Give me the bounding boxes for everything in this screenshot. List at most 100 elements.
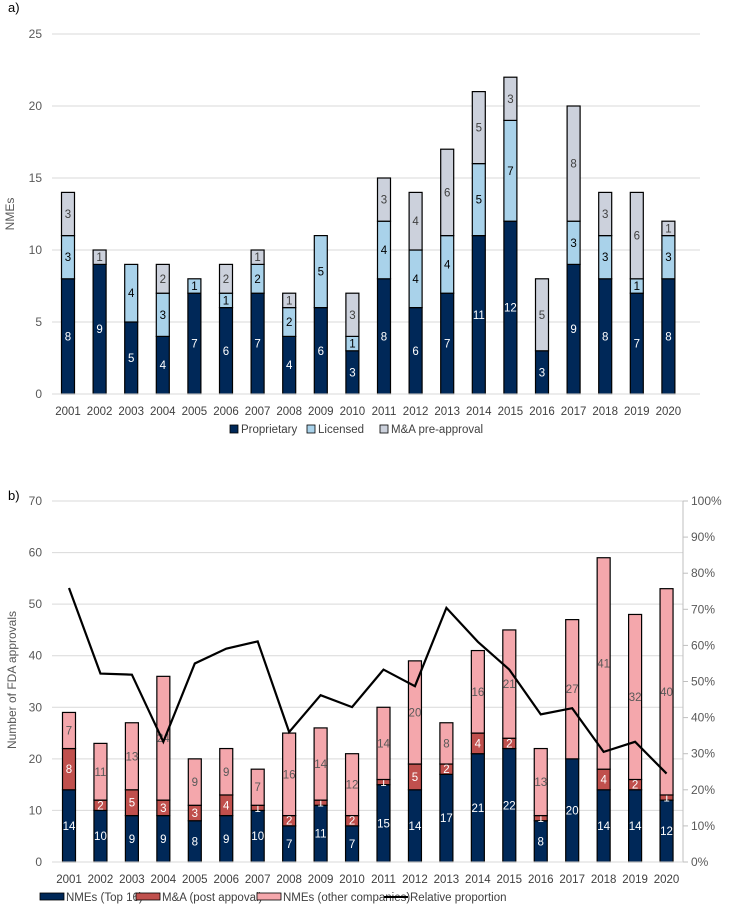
x-tick-label: 2017 (559, 874, 585, 886)
legend-label: M&A pre-approval (391, 424, 483, 436)
data-label: 2 (286, 816, 292, 828)
x-tick-label: 2008 (276, 406, 302, 418)
data-label: 3 (602, 252, 608, 264)
data-label: 9 (570, 324, 576, 336)
data-label: 13 (126, 751, 139, 763)
data-label: 5 (412, 772, 418, 784)
bar-segment (156, 675, 171, 801)
data-label: 8 (192, 836, 198, 848)
y-tick-label: 40 (29, 649, 43, 663)
chart-panel-b: b) 0 10 20 30 40 50 60 70 Number of FDA approvals… (5, 488, 722, 904)
data-label: 1 (663, 793, 669, 805)
data-label: 2 (223, 274, 229, 286)
data-label: 1 (538, 813, 544, 825)
y-tick-label: 30 (29, 700, 43, 714)
bar-segment (659, 588, 674, 796)
data-label: 8 (381, 331, 387, 343)
y-tick-label: 25 (29, 27, 43, 41)
right-tick-label: 70% (691, 602, 715, 616)
data-label: 20 (409, 707, 422, 719)
data-label: 3 (665, 252, 671, 264)
legend-label: Proprietary (241, 424, 297, 436)
data-label: 8 (538, 836, 544, 848)
data-label: 7 (254, 339, 260, 351)
y-tick-label: 60 (29, 546, 43, 560)
relative-proportion-line (67, 587, 668, 775)
x-tick-label: 2019 (624, 406, 650, 418)
data-label: 8 (65, 331, 71, 343)
data-label: 5 (129, 798, 135, 810)
x-tick-label: 2013 (434, 874, 460, 886)
data-label: 7 (444, 339, 450, 351)
data-label: 13 (534, 777, 547, 789)
x-tick-label: 2006 (213, 874, 239, 886)
data-label: 27 (566, 684, 579, 696)
x-tick-label: 2001 (55, 406, 81, 418)
bar-segment (439, 722, 454, 765)
x-tick-label: 2007 (245, 874, 271, 886)
data-label: 8 (443, 738, 449, 750)
x-tick-label: 2003 (118, 406, 144, 418)
bar-segment (661, 220, 676, 237)
x-tick-label: 2007 (245, 406, 271, 418)
data-label: 5 (318, 267, 324, 279)
data-label: 15 (377, 818, 390, 830)
bar-segment (218, 263, 234, 294)
legend-label: NMEs (other companies) (283, 892, 410, 904)
data-label: 14 (597, 821, 610, 833)
data-label: 1 (96, 252, 102, 264)
data-label: 11 (315, 829, 327, 841)
data-label: 1 (223, 295, 229, 307)
data-label: 22 (503, 800, 516, 812)
data-label: 7 (507, 166, 513, 178)
right-tick-label: 100% (691, 494, 722, 508)
chart-panel-a: a)0510152025NMEs833200191200254200343220… (3, 0, 700, 436)
data-label: 8 (602, 331, 608, 343)
bar-segment (471, 90, 486, 165)
x-tick-label: 2010 (339, 874, 365, 886)
bar-segment (187, 758, 202, 806)
y-tick-label: 10 (29, 243, 43, 257)
bar-segment (376, 706, 391, 781)
legend-swatch (256, 892, 282, 901)
data-label: 3 (539, 367, 545, 379)
bar-segment (345, 292, 360, 338)
data-label: 3 (349, 310, 355, 322)
panel-label: a) (8, 0, 20, 15)
data-label: 20 (566, 805, 579, 817)
x-tick-label: 2014 (465, 874, 491, 886)
x-tick-label: 2004 (151, 874, 177, 886)
bar-segment (470, 649, 485, 734)
legend-label: Licensed (318, 424, 364, 436)
data-label: 8 (570, 159, 576, 171)
data-label: 21 (503, 679, 516, 691)
bar-segment (627, 613, 643, 781)
data-label: 2 (632, 780, 638, 792)
bar-segment (282, 292, 297, 309)
x-tick-label: 2004 (150, 406, 176, 418)
legend: NMEs (Top 16) M&A (post appoval) NMEs (oth… (39, 892, 507, 904)
x-tick-label: 2002 (88, 874, 114, 886)
bar-segment (187, 278, 202, 294)
data-label: 4 (381, 245, 388, 257)
bar-segment (629, 191, 644, 280)
bar-segment (61, 711, 77, 750)
data-label: 1 (286, 295, 292, 307)
bar-segment (566, 105, 581, 222)
x-tick-label: 2002 (87, 406, 113, 418)
right-tick-label: 90% (691, 530, 715, 544)
data-label: 1 (665, 223, 671, 235)
x-tick-label: 2018 (592, 406, 618, 418)
y-tick-label: 50 (29, 597, 43, 611)
data-label: 17 (440, 813, 453, 825)
data-label: 6 (318, 346, 324, 358)
data-label: 4 (412, 274, 419, 286)
data-label: 2 (254, 274, 260, 286)
data-label: 10 (251, 831, 264, 843)
data-label: 2 (160, 274, 166, 286)
data-label: 4 (444, 259, 451, 271)
legend-swatch (135, 892, 161, 901)
x-tick-label: 2011 (372, 406, 397, 418)
data-label: 8 (665, 331, 671, 343)
x-tick-label: 2012 (403, 406, 429, 418)
